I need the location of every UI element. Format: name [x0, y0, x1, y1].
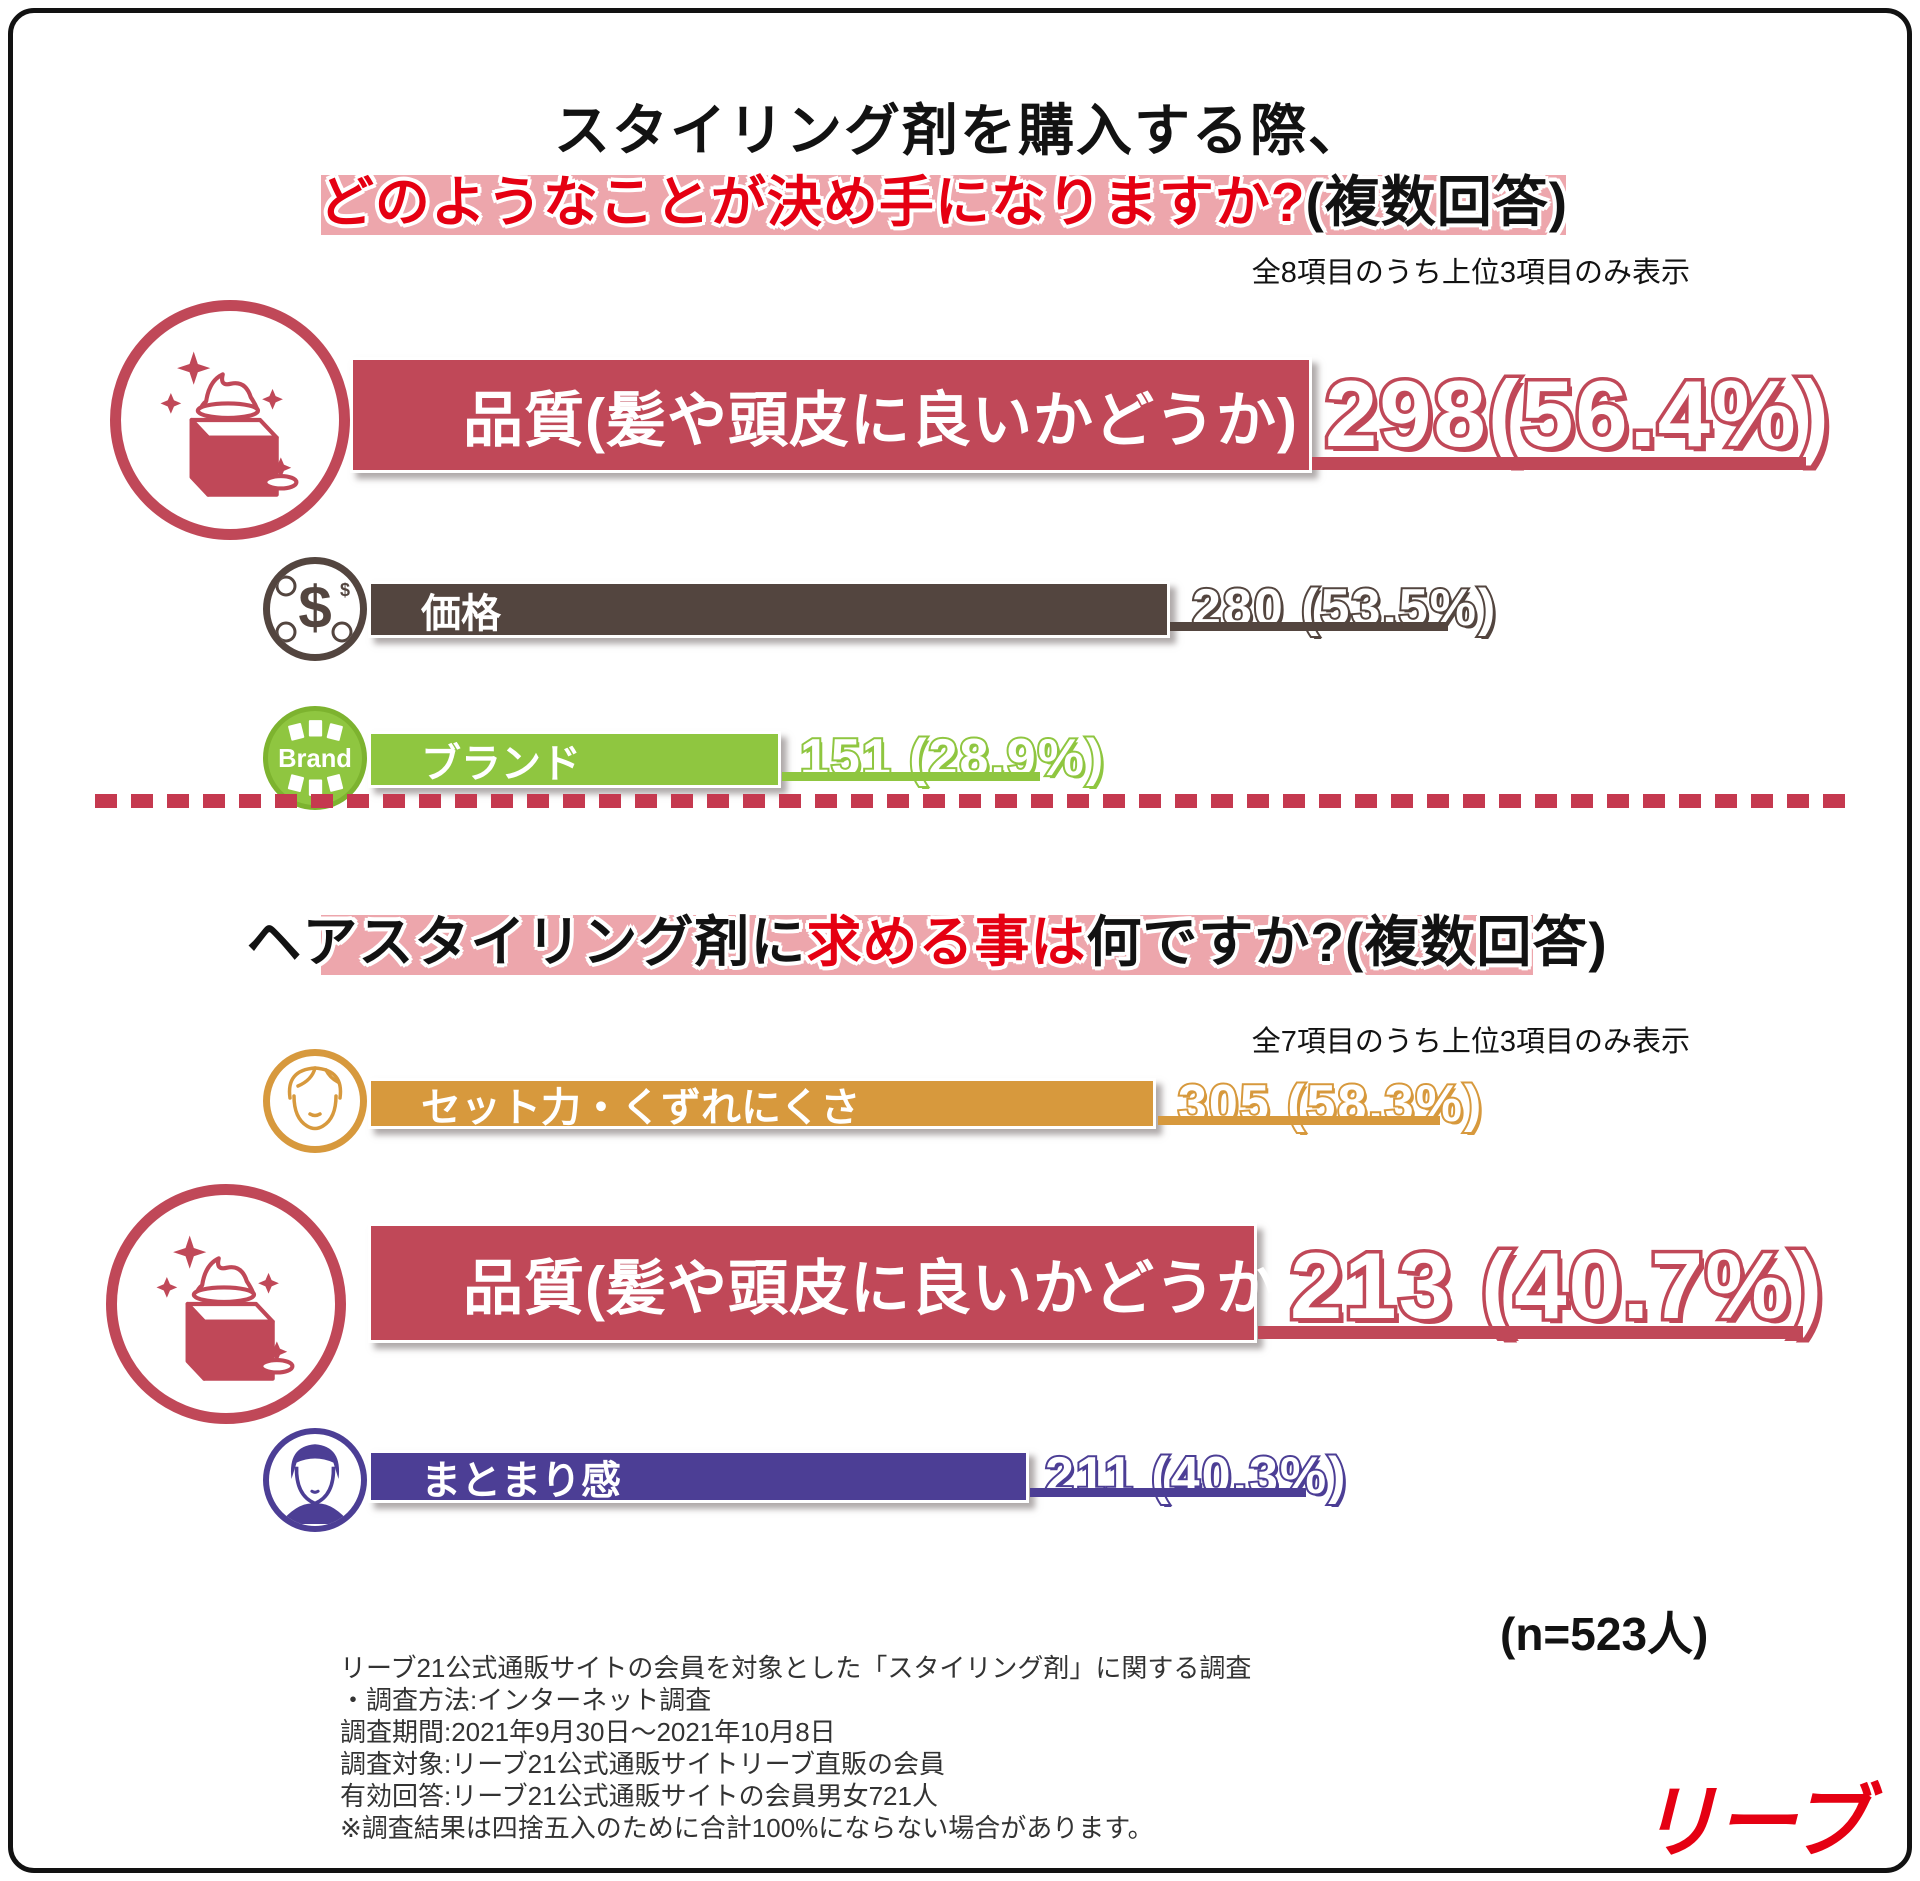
set-power-icon-badge: [263, 1049, 367, 1153]
dashed-divider: [95, 794, 1855, 808]
sample-size-label: (n=523人): [1500, 1608, 1709, 1660]
hair-wax-jar-icon: [156, 1235, 295, 1381]
bar-s2-set-power-value: 305 (58.3%): [1176, 1073, 1484, 1135]
brand-icon: Brand: [278, 720, 352, 796]
dollar-icon: $ $: [275, 574, 353, 643]
value-underline: [782, 772, 1040, 781]
dollar-glyph: $: [298, 574, 331, 641]
survey-note-line: 有効回答:リーブ21公式通販サイトの会員男女721人: [340, 1781, 938, 1811]
bar-s2-cohesion: まとまり感: [368, 1450, 1029, 1503]
bar-s2-quality-label: 品質(髪や頭皮に良いかどうか): [463, 1254, 1298, 1322]
bar-s2-set-power-label: セット力・くずれにくさ: [421, 1085, 861, 1130]
cohesion-icon-badge: [263, 1428, 367, 1532]
survey-note-line: 調査対象:リーブ21公式通販サイトリーブ直販の会員: [340, 1749, 946, 1779]
value-underline: [1170, 622, 1448, 631]
bar-s2-quality-value: 213 (40.7%): [1286, 1230, 1825, 1342]
section2-title-black2: 何ですか?(複数回答): [1086, 911, 1608, 973]
survey-note-line: ・調査方法:インターネット調査: [340, 1685, 712, 1715]
section1-title-line1: スタイリング剤を購入する際、: [554, 99, 1366, 162]
section2-note: 全7項目のうち上位3項目のみ表示: [1251, 1026, 1690, 1058]
bar-s1-quality-value: 298(56.4%): [1322, 358, 1833, 470]
section1-title-band: どのようなことが決め手になりますか?(複数回答): [319, 171, 1567, 235]
section2-title-red: 求める事は: [806, 911, 1087, 973]
brand-icon-badge: Brand: [263, 706, 367, 810]
quality2-icon-badge: [106, 1184, 346, 1424]
bar-s1-quality-label: 品質(髪や頭皮に良いかどうか): [463, 386, 1298, 454]
section2-title-band: ヘアスタイリング剤に求める事は何ですか?(複数回答): [246, 911, 1607, 975]
value-underline: [1158, 1116, 1440, 1125]
bar-s2-quality: 品質(髪や頭皮に良いかどうか): [368, 1223, 1297, 1343]
reve21-logo: リーブ21: [1638, 1778, 1869, 1881]
hair-wax-jar-icon: [160, 351, 299, 497]
bar-s1-brand: ブランド: [368, 731, 781, 788]
value-underline: [1030, 1488, 1306, 1497]
section1-note: 全8項目のうち上位3項目のみ表示: [1251, 257, 1690, 289]
tidy-hair-face-icon: [279, 1444, 351, 1524]
quality-icon-badge: [110, 300, 350, 540]
survey-note-line: リーブ21公式通販サイトの会員を対象とした「スタイリング剤」に関する調査: [340, 1653, 1252, 1683]
brand-icon-label: Brand: [278, 745, 352, 773]
section1-title-line2-red: どのようなことが決め手になりますか?: [318, 171, 1306, 233]
survey-notes: リーブ21公式通販サイトの会員を対象とした「スタイリング剤」に関する調査 ・調査…: [340, 1652, 1251, 1844]
dollar-glyph-small: $: [340, 580, 350, 600]
section2-title: ヘアスタイリング剤に求める事は何ですか?(複数回答): [246, 897, 1607, 977]
survey-note-line: 調査期間:2021年9月30日〜2021年10月8日: [340, 1717, 836, 1747]
section2-title-black1: ヘアスタイリング剤に: [246, 911, 807, 973]
survey-note-line: ※調査結果は四捨五入のために合計100%にならない場合があります。: [340, 1813, 1154, 1843]
bar-s1-price-label: 価格: [421, 591, 501, 636]
bar-s1-price: 価格: [368, 581, 1170, 638]
section1-title-line2: どのようなことが決め手になりますか?(複数回答): [319, 157, 1568, 237]
value-underline: [1258, 1326, 1803, 1339]
bar-s1-brand-label: ブランド: [421, 741, 581, 786]
bar-s2-cohesion-value: 211 (40.3%): [1043, 1445, 1348, 1507]
bar-s1-quality: 品質(髪や頭皮に良いかどうか): [350, 357, 1312, 473]
value-underline: [1312, 457, 1806, 470]
bar-s2-cohesion-label: まとまり感: [421, 1458, 621, 1503]
bar-s2-set-power: セット力・くずれにくさ: [368, 1078, 1156, 1130]
price-icon-badge: $ $: [263, 557, 367, 661]
section1-title-line2-black: (複数回答): [1305, 171, 1569, 233]
styled-hair-face-icon: [287, 1066, 343, 1131]
